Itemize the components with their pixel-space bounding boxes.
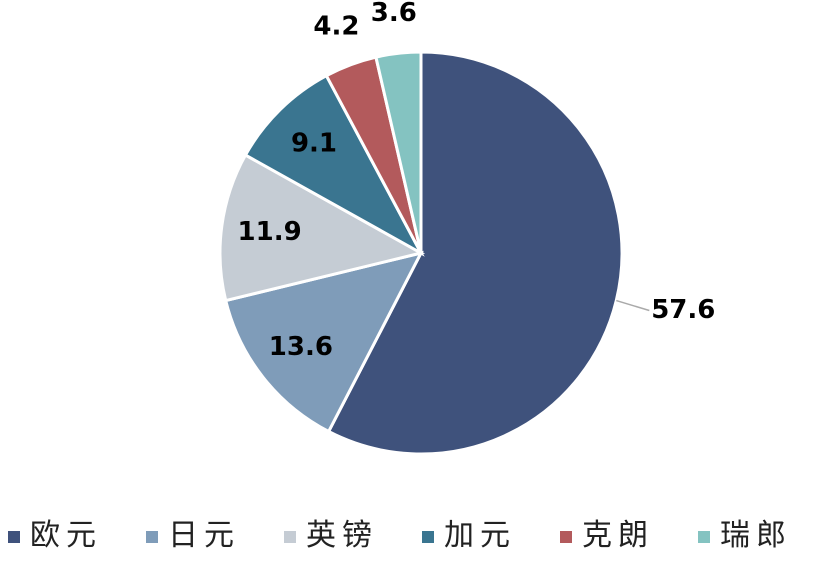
legend-label: 克朗 [582,518,654,553]
legend-swatch [8,531,20,543]
pie-slice [218,153,426,303]
legend-label: 日元 [168,518,240,553]
leader-line [616,299,650,312]
legend-label: 欧元 [30,518,102,553]
pie-slice [223,250,424,434]
legend-swatch [698,531,710,543]
data-label: 9.1 [291,128,337,158]
legend-label: 瑞郎 [720,518,792,553]
legend-label: 英镑 [306,518,378,553]
legend-swatch [422,531,434,543]
legend-label: 加元 [444,518,516,553]
legend-swatch [560,531,572,543]
legend-swatch [284,531,296,543]
pie-slice [243,73,425,257]
data-label: 13.6 [269,332,333,362]
legend-swatch [146,531,158,543]
data-label: 4.2 [313,12,359,42]
data-label: 57.6 [651,295,715,325]
pie-slice [374,50,423,254]
data-label: 11.9 [238,217,302,247]
data-label: 3.6 [371,0,417,28]
